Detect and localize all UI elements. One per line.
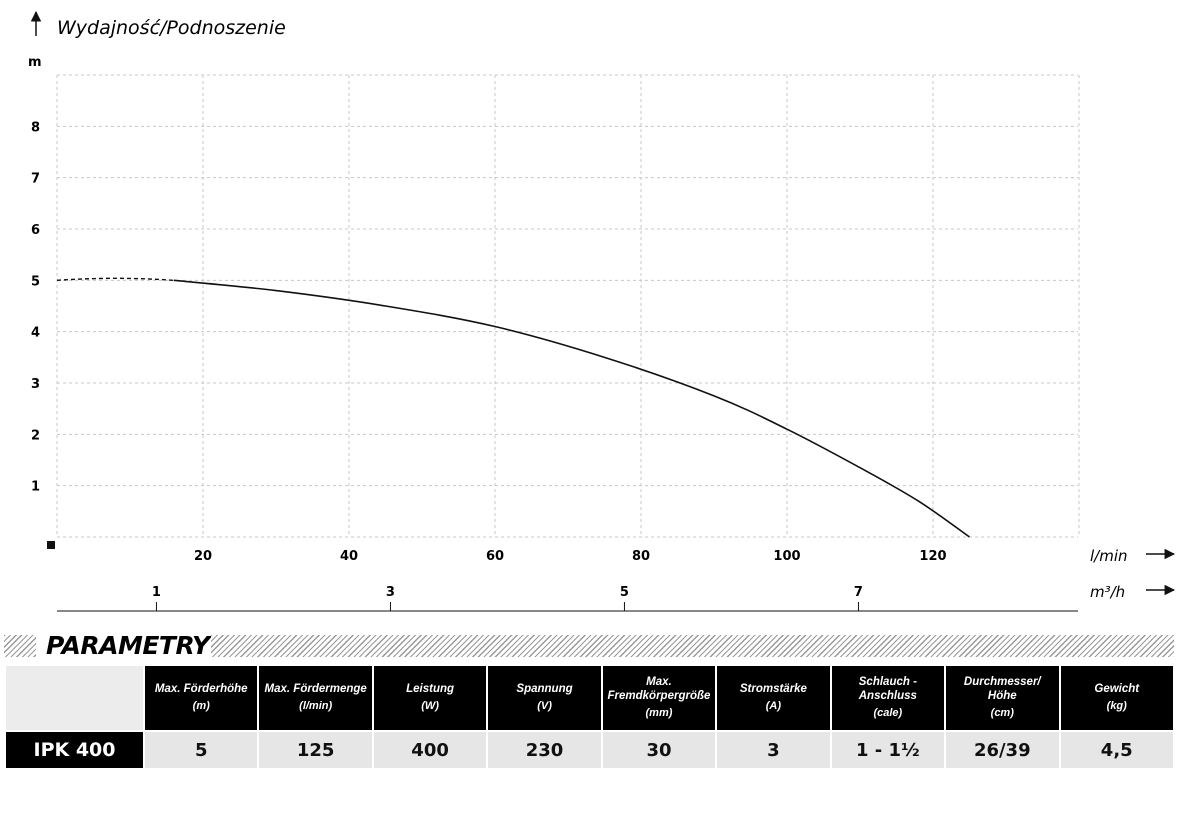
x2-axis-unit: m³/h — [1090, 583, 1125, 601]
origin-marker — [47, 541, 55, 549]
x-tick-label: 120 — [919, 549, 946, 564]
section-title: PARAMETRY — [46, 631, 210, 660]
y-tick-label: 1 — [31, 480, 40, 495]
column-name: Max. Fremdkörpergröße — [607, 676, 711, 702]
table-header-cell: Schlauch -Anschluss (cale) — [831, 666, 945, 730]
table-header-row: Max. Förderhöhe (m) Max. Fördermenge (l/min… — [6, 666, 1173, 730]
table-value-cell: 125 — [259, 730, 372, 768]
column-unit: (A) — [765, 700, 782, 713]
x2-tick-label: 7 — [854, 585, 863, 600]
table-header-cell: Gewicht (kg) — [1060, 666, 1173, 730]
column-unit: (cale) — [873, 706, 903, 719]
chart-labels: Wydajność/Podnoszenie m l/min m³/h — [28, 17, 1128, 601]
y-tick-label: 3 — [31, 377, 40, 392]
table-value-cell: 3 — [717, 730, 830, 768]
table-value-cell: 26/39 — [946, 730, 1059, 768]
column-unit: (m) — [192, 700, 210, 713]
table-header-cell: Leistung (W) — [373, 666, 487, 730]
x-axis-unit: l/min — [1090, 547, 1128, 565]
column-name: Gewicht — [1094, 683, 1140, 696]
column-unit: (V) — [537, 700, 552, 713]
chart-grid — [56, 74, 1080, 538]
table-value-cell: 4,5 — [1060, 730, 1173, 768]
parameters-table: Max. Förderhöhe (m) Max. Fördermenge (l/min… — [4, 666, 1175, 768]
table-corner-cell — [6, 666, 143, 730]
y-tick-label: 5 — [31, 274, 40, 289]
chart-axes — [30, 10, 1176, 612]
column-unit: (kg) — [1106, 700, 1127, 713]
x-tick-label: 80 — [632, 549, 650, 564]
table-value-cell: 30 — [602, 730, 716, 768]
table-header-cell: Max. Fremdkörpergröße (mm) — [602, 666, 716, 730]
table-value-cell: 5 — [145, 730, 258, 768]
y-tick-label: 6 — [31, 223, 40, 238]
table-header-cell: Max. Fördermenge (l/min) — [259, 666, 372, 730]
table-header-cell: Durchmesser/ Höhe (cm) — [946, 666, 1059, 730]
x2-tick-label: 5 — [620, 585, 629, 600]
table-row: IPK 400 5 125 400 230 30 3 1 - 1½ 26/39 4,5 — [6, 730, 1173, 768]
column-name: Spannung — [516, 683, 573, 696]
y-tick-label: 4 — [31, 326, 40, 341]
performance-curve — [173, 279, 970, 538]
column-name: Leistung — [406, 683, 455, 696]
section-hatch-left — [4, 635, 36, 657]
section-hatch-right — [211, 635, 1174, 657]
x-tick-label: 100 — [773, 549, 800, 564]
column-unit: (l/min) — [299, 700, 333, 713]
section-header: PARAMETRY — [4, 631, 1174, 661]
column-name: Max. Fördermenge — [264, 683, 367, 696]
x-tick-label: 60 — [486, 549, 504, 564]
x-tick-label: 20 — [194, 549, 212, 564]
table-value-cell: 400 — [373, 730, 487, 768]
column-unit: (W) — [421, 700, 439, 713]
column-name: Stromstärke — [739, 683, 807, 696]
column-unit: (cm) — [990, 706, 1014, 719]
y-axis-unit: m — [28, 55, 42, 70]
pump-performance-chart: 1 2 3 4 5 6 7 8 20 40 60 80 100 120 1 3 5 7 Wydajność/Pod… — [28, 10, 1176, 612]
column-name: Max. Förderhöhe — [154, 683, 248, 696]
y-tick-label: 2 — [31, 428, 40, 443]
column-name: Schlauch -Anschluss — [858, 676, 917, 702]
performance-curve-dashed — [56, 277, 174, 282]
table-model-cell: IPK 400 — [6, 730, 143, 768]
chart-ticks: 1 2 3 4 5 6 7 8 20 40 60 80 100 120 1 3 5 7 — [31, 120, 947, 611]
y-tick-label: 7 — [31, 172, 40, 187]
x2-tick-label: 3 — [386, 585, 395, 600]
table-header-cell: Spannung (V) — [488, 666, 601, 730]
table-header-cell: Stromstärke (A) — [717, 666, 830, 730]
x2-tick-label: 1 — [152, 585, 161, 600]
chart-series — [56, 277, 970, 538]
table-value-cell: 230 — [488, 730, 601, 768]
table-header-cell: Max. Förderhöhe (m) — [145, 666, 258, 730]
column-name: Durchmesser/ Höhe — [963, 676, 1041, 702]
table-value-cell: 1 - 1½ — [831, 730, 945, 768]
y-tick-label: 8 — [31, 120, 40, 135]
column-unit: (mm) — [645, 706, 673, 719]
x-tick-label: 40 — [340, 549, 358, 564]
y-axis-title: Wydajność/Podnoszenie — [57, 17, 286, 39]
